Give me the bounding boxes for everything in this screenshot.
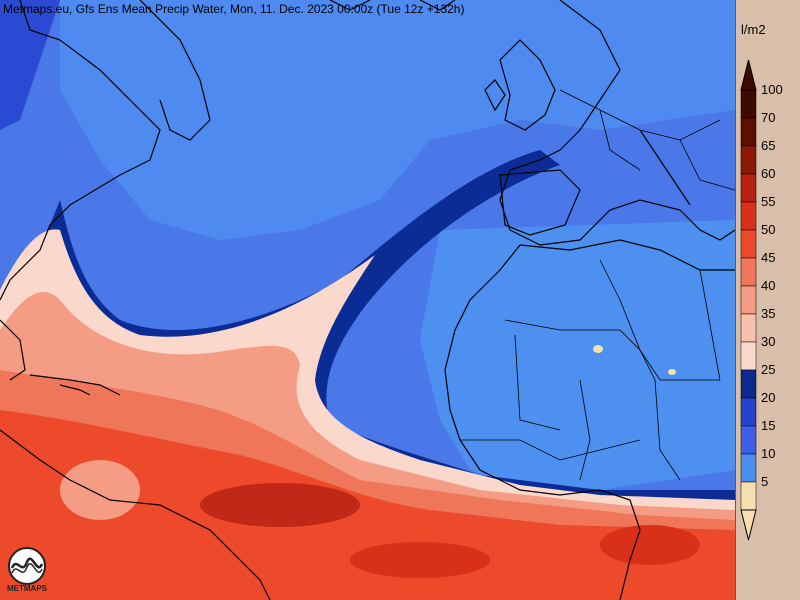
legend-tick-20: 20 xyxy=(761,390,776,405)
legend-tick-25: 25 xyxy=(761,362,776,377)
precip-zone-50 xyxy=(0,410,735,600)
legend-swatch-55 xyxy=(740,201,757,231)
legend-swatch-70 xyxy=(740,117,757,147)
logo-text: METMAPS xyxy=(7,584,47,593)
legend-tick-15: 15 xyxy=(761,418,776,433)
precip-zone-60-core xyxy=(200,483,360,527)
precip-water-map xyxy=(0,0,735,600)
legend-swatch-45 xyxy=(740,257,757,287)
legend-swatch-15 xyxy=(740,425,757,455)
map-title: Metmaps.eu, Gfs Ens Mean Precip Water, M… xyxy=(3,2,465,16)
legend-top-arrow xyxy=(740,59,757,91)
color-legend: l/m2 100 70 65 60 55 50 45 40 35 30 25 20 15 10 5 xyxy=(735,0,800,600)
legend-tick-5: 5 xyxy=(761,474,769,489)
legend-swatch-25 xyxy=(740,369,757,399)
caribbean-patch xyxy=(60,460,140,520)
africa-field xyxy=(420,220,735,490)
legend-swatch-10 xyxy=(740,453,757,483)
legend-tick-60: 60 xyxy=(761,166,776,181)
legend-tick-70: 70 xyxy=(761,110,776,125)
legend-swatch-100 xyxy=(740,89,757,119)
north-atlantic-field xyxy=(60,0,735,240)
legend-swatch-5 xyxy=(740,481,757,511)
legend-swatch-20 xyxy=(740,397,757,427)
metmaps-logo-icon xyxy=(8,547,46,585)
legend-swatch-30 xyxy=(740,341,757,371)
legend-tick-55: 55 xyxy=(761,194,776,209)
legend-swatch-35 xyxy=(740,313,757,343)
dry-spot-2 xyxy=(668,369,676,375)
legend-tick-100: 100 xyxy=(761,82,783,97)
dry-spot-1 xyxy=(593,345,603,353)
legend-color-bar xyxy=(740,59,757,541)
legend-tick-10: 10 xyxy=(761,446,776,461)
legend-tick-50: 50 xyxy=(761,222,776,237)
precip-zone-55-south xyxy=(350,542,490,578)
legend-bottom-arrow xyxy=(740,509,757,541)
coastlines xyxy=(0,0,735,600)
country-borders xyxy=(460,89,735,481)
moisture-band-25 xyxy=(40,150,735,510)
legend-tick-45: 45 xyxy=(761,250,776,265)
legend-unit-label: l/m2 xyxy=(741,22,766,37)
legend-swatch-50 xyxy=(740,229,757,259)
legend-tick-40: 40 xyxy=(761,278,776,293)
legend-tick-35: 35 xyxy=(761,306,776,321)
legend-tick-65: 65 xyxy=(761,138,776,153)
legend-swatch-40 xyxy=(740,285,757,315)
legend-swatch-65 xyxy=(740,145,757,175)
legend-tick-30: 30 xyxy=(761,334,776,349)
northwest-band xyxy=(0,0,60,130)
legend-swatch-60 xyxy=(740,173,757,203)
precip-zone-55-congo xyxy=(600,525,700,565)
